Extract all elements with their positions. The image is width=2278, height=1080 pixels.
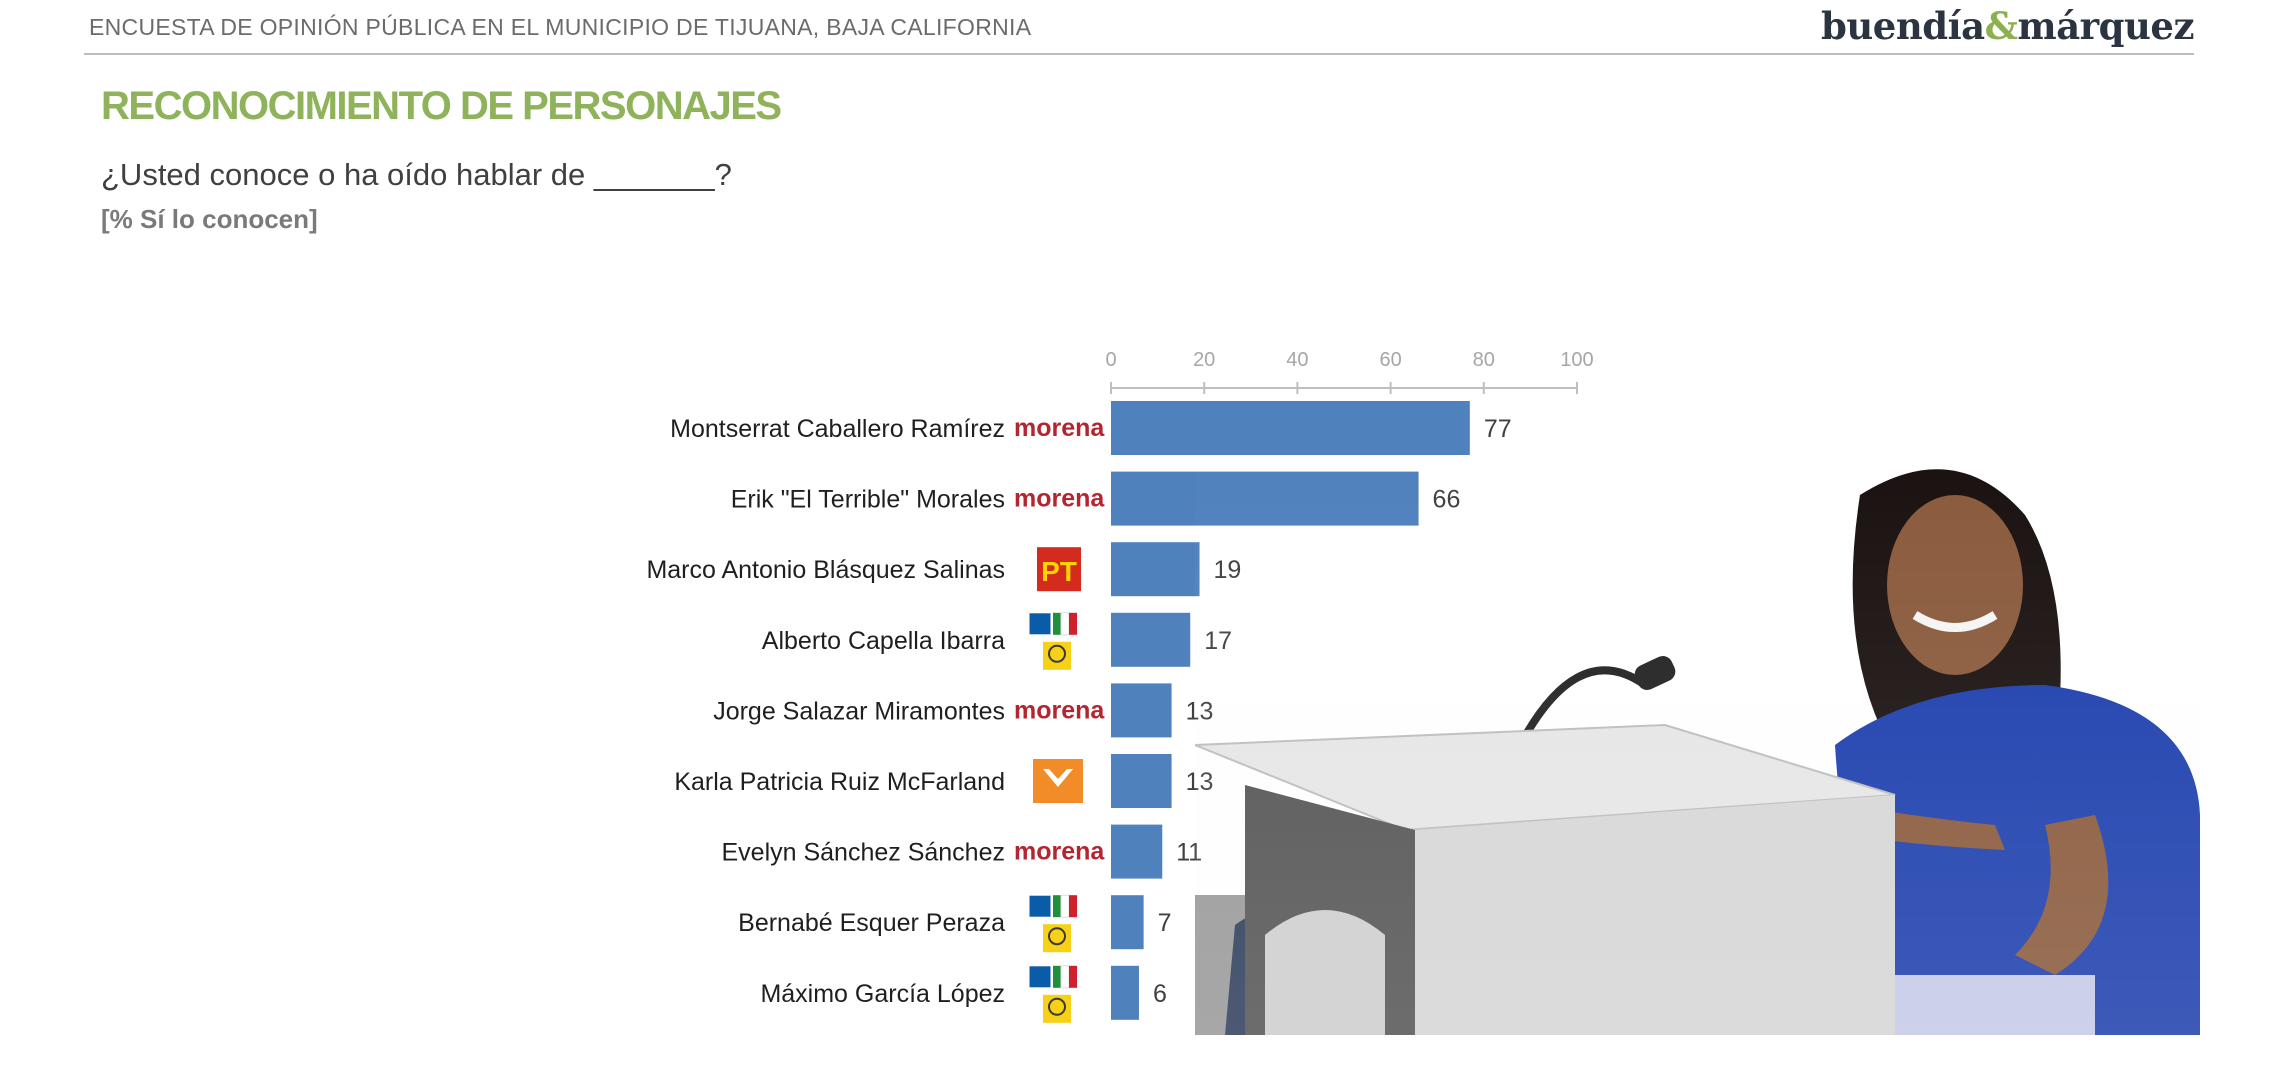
pri-logo-green (1053, 965, 1061, 988)
header-divider (84, 53, 2194, 55)
category-label: Alberto Capella Ibarra (762, 627, 1005, 655)
category-label: Bernabé Esquer Peraza (738, 909, 1005, 937)
x-tick-label: 60 (1379, 349, 1401, 371)
x-tick-label: 0 (1105, 349, 1116, 371)
pan-logo (1028, 894, 1052, 918)
bar (1111, 683, 1172, 738)
section-title: RECONOCIMIENTO DE PERSONAJES (101, 84, 782, 128)
brand-logo: buendía&márquez (1821, 4, 2194, 48)
pt-logo-text: PT (1041, 556, 1077, 587)
bar (1111, 754, 1172, 808)
brand-ampersand: & (1984, 4, 2018, 48)
category-label: Máximo García López (760, 980, 1005, 1008)
pri-logo-green (1053, 612, 1061, 635)
pri-logo-red (1069, 895, 1077, 918)
prd-sun-icon (1048, 927, 1066, 946)
pan-logo (1028, 612, 1052, 636)
category-label: Montserrat Caballero Ramírez (670, 415, 1005, 443)
brand-left: buendía (1821, 4, 1985, 48)
category-label: Evelyn Sánchez Sánchez (721, 839, 1005, 867)
category-label: Marco Antonio Blásquez Salinas (646, 556, 1005, 584)
pri-logo-white (1060, 965, 1070, 989)
survey-note: [% Sí lo conocen] (101, 204, 318, 234)
survey-question: ¿Usted conoce o ha oído hablar de ______… (101, 157, 732, 192)
category-label: Erik "El Terrible" Morales (731, 486, 1005, 514)
mc-eagle-icon (1043, 769, 1073, 787)
data-label: 77 (1484, 415, 1512, 443)
bar (1111, 542, 1200, 597)
morena-logo: morena (1014, 414, 1105, 442)
x-tick-label: 40 (1286, 349, 1308, 371)
pan-logo (1028, 965, 1052, 989)
x-tick-label: 20 (1193, 349, 1215, 371)
category-label: Karla Patricia Ruiz McFarland (674, 768, 1005, 796)
pri-logo-white (1060, 894, 1070, 918)
morena-logo: morena (1014, 696, 1105, 724)
pri-logo-red (1069, 612, 1077, 635)
prd-sun-icon (1048, 997, 1066, 1016)
pri-logo-red (1069, 965, 1077, 988)
survey-title: ENCUESTA DE OPINIÓN PÚBLICA EN EL MUNICI… (89, 14, 1032, 40)
data-label: 7 (1158, 909, 1172, 937)
bar (1111, 401, 1470, 455)
pt-logo (1037, 547, 1081, 592)
prd-sun-icon (1048, 644, 1066, 663)
pri-logo-green (1053, 895, 1061, 918)
pri-logo-white (1060, 612, 1070, 636)
bar (1111, 824, 1163, 879)
bar (1111, 895, 1144, 950)
category-label: Jorge Salazar Miramontes (713, 697, 1005, 725)
candidate-photo (1195, 455, 2200, 1035)
bar (1111, 965, 1139, 1020)
x-tick-label: 80 (1473, 349, 1495, 371)
bar (1111, 612, 1191, 667)
x-tick-label: 100 (1560, 349, 1593, 371)
morena-logo: morena (1014, 838, 1105, 866)
brand-right: márquez (2017, 4, 2195, 48)
data-label: 6 (1153, 980, 1167, 1008)
morena-logo: morena (1014, 485, 1105, 513)
